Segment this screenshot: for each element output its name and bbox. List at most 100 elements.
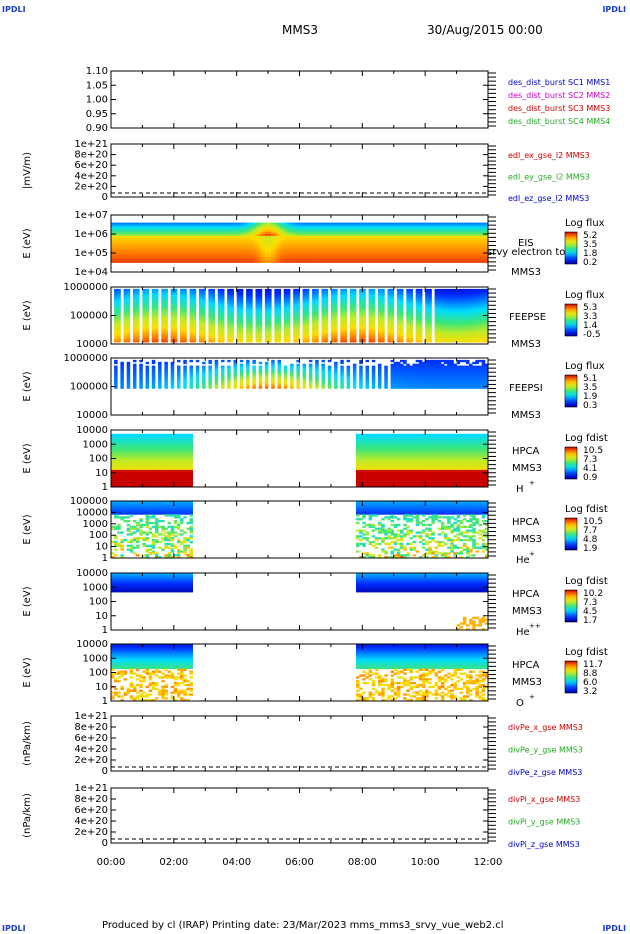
- p4-cell: [192, 321, 197, 324]
- p4-cell: [466, 326, 470, 330]
- p3-cell: [415, 241, 420, 244]
- p3-cell: [437, 256, 442, 260]
- p3-cell: [359, 232, 363, 235]
- p4-cell: [406, 304, 410, 307]
- p3-cell: [111, 251, 115, 254]
- p4-cell: [343, 309, 347, 313]
- p4-cell: [293, 306, 297, 309]
- p4-cell: [315, 294, 319, 297]
- p3-cell: [415, 245, 420, 248]
- p3-cell: [352, 247, 357, 250]
- p3-cell: [192, 251, 197, 254]
- p4-cell: [227, 300, 231, 303]
- p3-cell: [202, 260, 206, 263]
- p4-cell: [227, 330, 231, 333]
- p4-cell: [437, 317, 442, 320]
- p4-cell: [283, 300, 288, 303]
- p4-cell: [123, 290, 128, 294]
- p3-cell: [224, 253, 228, 256]
- p4-cell: [312, 313, 316, 316]
- p3-cell: [469, 235, 473, 239]
- p3-cell: [447, 228, 451, 231]
- p3-cell: [217, 237, 222, 241]
- p3-cell: [431, 234, 435, 237]
- p3-cell: [158, 235, 162, 239]
- p3-cell: [205, 254, 209, 258]
- p4-cell: [312, 326, 316, 330]
- p4-cell: [239, 332, 244, 335]
- p3-cell: [305, 245, 310, 248]
- p3-cell: [444, 224, 448, 227]
- p4-cell: [217, 317, 222, 320]
- p4-cell: [415, 311, 420, 314]
- p4-cell: [359, 328, 363, 332]
- p3-cell: [387, 251, 391, 254]
- p4-cell: [180, 290, 184, 294]
- p3-cell: [334, 245, 338, 248]
- p4-cell: [418, 336, 423, 339]
- p3-cell: [145, 228, 150, 231]
- p4-cell: [340, 334, 344, 337]
- p3-cell: [129, 249, 134, 252]
- p4-cell: [199, 306, 203, 309]
- p4-cell: [161, 307, 165, 311]
- p3-cell: [418, 241, 423, 244]
- p3-cell: [312, 253, 316, 256]
- p4-cell: [286, 309, 291, 313]
- p3-cell: [418, 260, 423, 263]
- p3-cell: [453, 228, 457, 231]
- p4-cell: [406, 300, 410, 303]
- p3-cell: [151, 239, 156, 242]
- p4-cell: [472, 313, 476, 316]
- p3-cell: [447, 241, 451, 244]
- p3-cell: [425, 230, 429, 233]
- p4-cell: [142, 304, 146, 307]
- p3-cell: [173, 234, 178, 237]
- p3-cell: [387, 254, 391, 258]
- p4-cell: [321, 313, 325, 316]
- p4-cell: [387, 288, 391, 292]
- p3-cell: [352, 249, 357, 252]
- p3-cell: [268, 228, 272, 231]
- p3-cell: [271, 256, 275, 260]
- p3-cell: [252, 241, 256, 244]
- p4-cell: [447, 294, 451, 297]
- p3-cell: [318, 234, 322, 237]
- p3-cell: [403, 247, 407, 250]
- p4-cell: [277, 315, 281, 318]
- p3-cell: [444, 234, 448, 237]
- p3-cell: [155, 230, 159, 233]
- p3-cell: [356, 256, 360, 260]
- p4-cell: [456, 340, 461, 343]
- p4-cell: [371, 304, 376, 307]
- p4-cell: [258, 292, 263, 295]
- p3-cell: [368, 234, 373, 237]
- p4-cell: [227, 304, 231, 307]
- p3-cell: [230, 243, 234, 246]
- p4-cell: [264, 288, 269, 292]
- p3-cell: [280, 251, 285, 254]
- p4-cell: [324, 317, 329, 320]
- p3-cell: [371, 249, 376, 252]
- p3-cell: [374, 234, 379, 237]
- p4-cell: [221, 326, 225, 330]
- p3-cell: [437, 224, 442, 227]
- p3-cell: [356, 237, 360, 241]
- p3-cell: [425, 253, 429, 256]
- p4-cell: [475, 315, 479, 318]
- p3-cell: [315, 235, 319, 239]
- p3-cell: [327, 228, 332, 231]
- p4-cell: [173, 336, 178, 339]
- p3-cell: [111, 234, 115, 237]
- p3-cell: [261, 251, 266, 254]
- p4-cell: [192, 307, 197, 311]
- p3-cell: [418, 237, 423, 241]
- p4-cell: [469, 325, 473, 328]
- p4-cell: [170, 325, 175, 328]
- p4-cell: [450, 315, 454, 318]
- p3-cell: [440, 234, 445, 237]
- p4-cell: [155, 340, 159, 343]
- p3-cell: [224, 232, 228, 235]
- p4-cell: [180, 304, 184, 307]
- p4-cell: [396, 306, 401, 309]
